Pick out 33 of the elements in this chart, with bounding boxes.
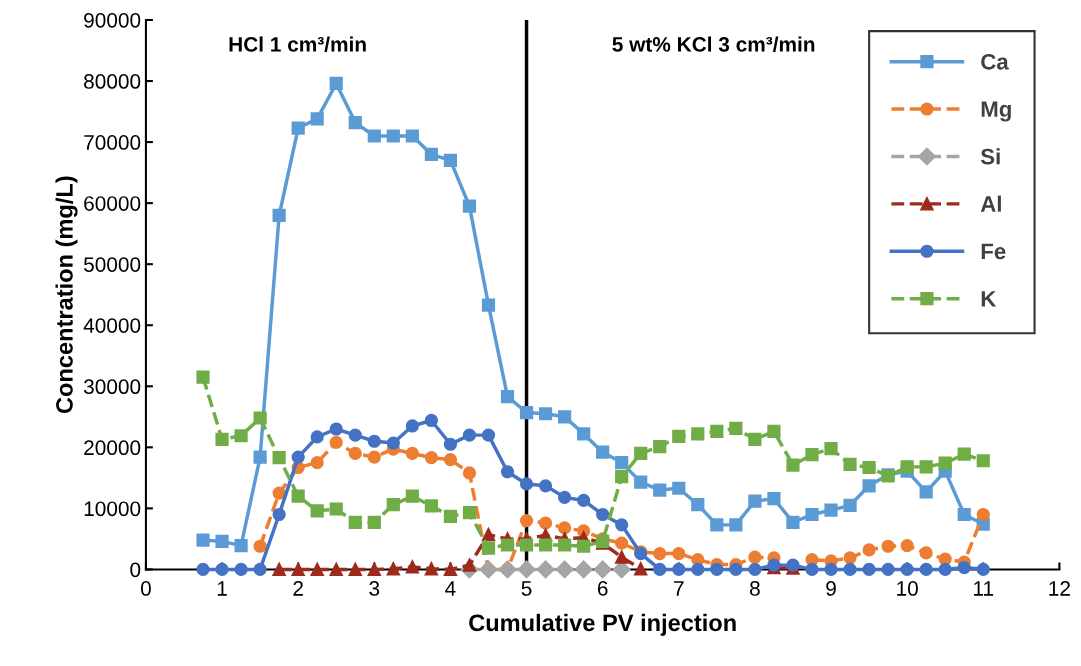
annotation: HCl 1 cm³/min [229, 36, 366, 52]
annotation: 5 wt% KCl 3 cm³/min [612, 36, 815, 52]
y-tick-label: 80000 [84, 74, 141, 89]
legend-label: Al [980, 195, 1001, 212]
y-tick-label: 0 [130, 562, 141, 578]
x-tick-label: 6 [597, 581, 608, 596]
x-tick-label: 0 [140, 581, 151, 596]
x-tick-label: 3 [369, 581, 380, 596]
x-tick-label: 5 [521, 581, 532, 596]
x-tick-label: 8 [750, 581, 760, 596]
legend-label: Fe [981, 243, 1006, 260]
x-tick-label: 11 [974, 581, 994, 596]
x-tick-label: 7 [674, 581, 684, 596]
legend-label: Si [980, 148, 1000, 165]
x-tick-label: 12 [1049, 581, 1070, 596]
legend-label: K [981, 291, 997, 307]
y-tick-label: 60000 [84, 196, 141, 211]
x-tick-label: 1 [217, 581, 227, 596]
x-tick-label: 4 [445, 581, 456, 596]
x-axis-title: Cumulative PV injection [469, 613, 736, 636]
x-tick-label: 2 [293, 581, 303, 596]
x-tick-label: 9 [826, 581, 836, 596]
y-tick-label: 90000 [84, 12, 141, 28]
y-tick-label: 40000 [83, 318, 141, 333]
x-tick-label: 10 [897, 581, 918, 596]
y-tick-label: 30000 [83, 379, 141, 395]
y-tick-label: 20000 [84, 440, 141, 456]
legend-label: Mg [981, 101, 1011, 122]
y-tick-label: 10000 [84, 501, 141, 517]
y-tick-label: 50000 [83, 257, 141, 272]
y-tick-label: 70000 [84, 135, 141, 150]
y-axis-title: Concentration (mg/L) [55, 176, 78, 414]
legend-label: Ca [981, 53, 1009, 70]
